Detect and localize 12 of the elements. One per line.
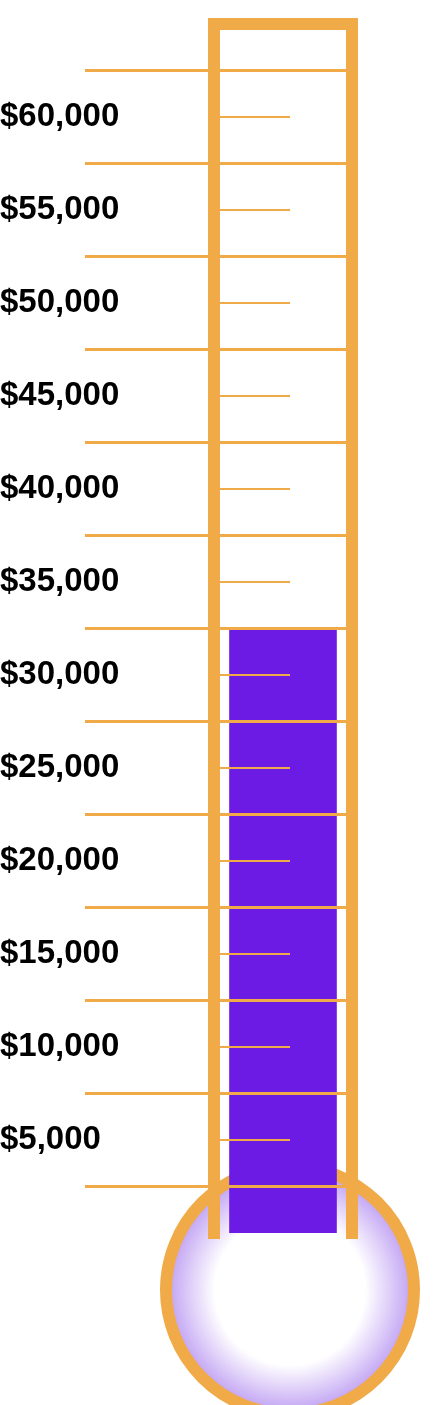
- y-tick-label: $5,000: [0, 1119, 101, 1157]
- y-tick-label: $60,000: [0, 96, 120, 134]
- y-tick-label: $45,000: [0, 375, 120, 413]
- y-tick-label: $55,000: [0, 189, 120, 227]
- y-tick-label: $50,000: [0, 282, 120, 320]
- y-tick-label: $15,000: [0, 933, 120, 971]
- y-tick-label: $35,000: [0, 561, 120, 599]
- y-tick-label: $40,000: [0, 468, 120, 506]
- y-tick-label: $30,000: [0, 654, 120, 692]
- y-tick-label: $25,000: [0, 747, 120, 785]
- y-tick-label: $20,000: [0, 840, 120, 878]
- y-tick-label: $10,000: [0, 1026, 120, 1064]
